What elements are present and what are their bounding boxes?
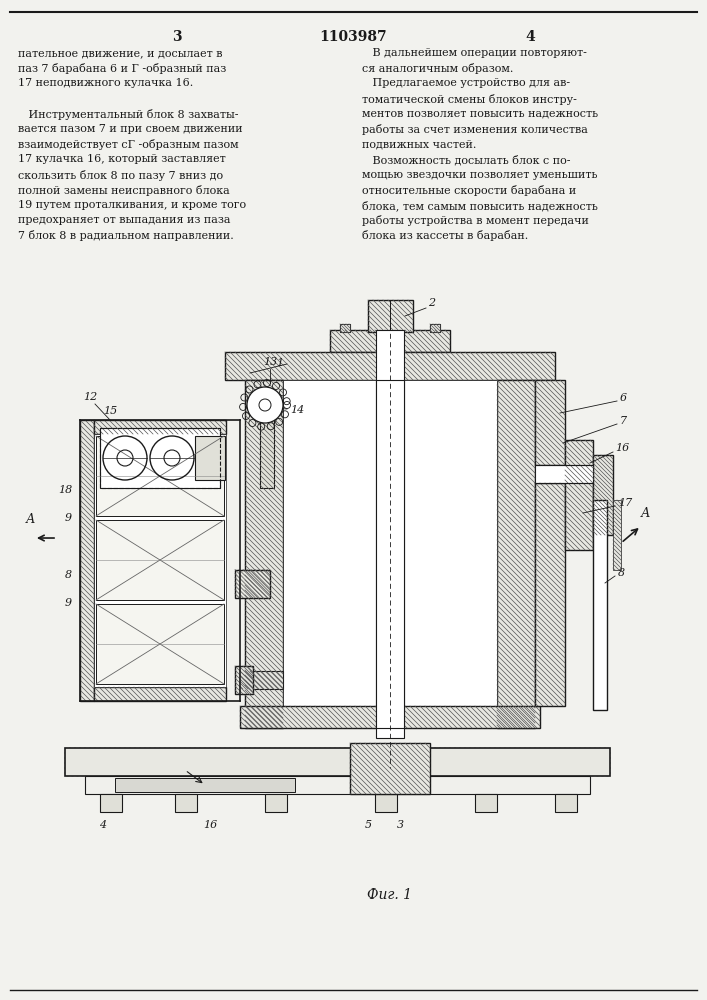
Text: 16: 16 bbox=[203, 820, 217, 830]
Text: работы устройства в момент передачи: работы устройства в момент передачи bbox=[362, 215, 589, 226]
Bar bbox=[350, 743, 430, 794]
Bar bbox=[94, 420, 226, 434]
Bar bbox=[283, 380, 497, 728]
Bar bbox=[96, 436, 224, 516]
Text: 3: 3 bbox=[397, 820, 404, 830]
Bar bbox=[100, 428, 220, 488]
Text: блока, тем самым повысить надежность: блока, тем самым повысить надежность bbox=[362, 200, 598, 211]
Bar bbox=[240, 706, 540, 728]
Text: Фиг. 1: Фиг. 1 bbox=[368, 888, 412, 902]
Text: томатической смены блоков инстру-: томатической смены блоков инстру- bbox=[362, 94, 577, 105]
Text: Инструментальный блок 8 захваты-: Инструментальный блок 8 захваты- bbox=[18, 109, 238, 120]
Bar bbox=[376, 330, 404, 738]
Text: В дальнейшем операции повторяют-: В дальнейшем операции повторяют- bbox=[362, 48, 587, 58]
Text: 17 неподвижного кулачка 16.: 17 неподвижного кулачка 16. bbox=[18, 78, 193, 88]
Bar bbox=[235, 570, 270, 598]
Text: 19 путем проталкивания, и кроме того: 19 путем проталкивания, и кроме того bbox=[18, 200, 246, 210]
Text: взаимодействует сГ -образным пазом: взаимодействует сГ -образным пазом bbox=[18, 139, 239, 150]
Bar bbox=[100, 794, 122, 812]
Text: полной замены неисправного блока: полной замены неисправного блока bbox=[18, 185, 230, 196]
Text: 7 блок 8 в радиальном направлении.: 7 блок 8 в радиальном направлении. bbox=[18, 230, 234, 241]
Bar bbox=[613, 500, 621, 570]
Bar bbox=[235, 666, 253, 694]
Text: 7: 7 bbox=[620, 416, 627, 426]
Text: подвижных частей.: подвижных частей. bbox=[362, 139, 477, 149]
Bar bbox=[535, 483, 565, 706]
Text: 4: 4 bbox=[525, 30, 535, 44]
Text: 9: 9 bbox=[65, 598, 72, 608]
Bar bbox=[565, 440, 593, 550]
Bar bbox=[376, 380, 404, 728]
Text: пательное движение, и досылает в: пательное движение, и досылает в bbox=[18, 48, 223, 58]
Text: 5: 5 bbox=[364, 820, 372, 830]
Text: 6: 6 bbox=[620, 393, 627, 403]
Text: 17: 17 bbox=[618, 498, 632, 508]
Text: предохраняет от выпадания из паза: предохраняет от выпадания из паза bbox=[18, 215, 230, 225]
Text: А: А bbox=[25, 513, 35, 526]
Bar bbox=[260, 405, 274, 488]
Circle shape bbox=[247, 387, 283, 423]
Bar bbox=[430, 324, 440, 332]
Bar bbox=[593, 455, 613, 535]
Bar bbox=[535, 465, 593, 483]
Text: блока из кассеты в барабан.: блока из кассеты в барабан. bbox=[362, 230, 528, 241]
Text: 18: 18 bbox=[58, 485, 72, 495]
Text: паз 7 барабана 6 и Г -образный паз: паз 7 барабана 6 и Г -образный паз bbox=[18, 63, 226, 74]
Text: ментов позволяет повысить надежность: ментов позволяет повысить надежность bbox=[362, 109, 598, 119]
Bar bbox=[80, 420, 94, 701]
Bar bbox=[115, 778, 295, 792]
Bar bbox=[245, 380, 283, 728]
Bar bbox=[340, 324, 350, 332]
Text: Предлагаемое устройство для ав-: Предлагаемое устройство для ав- bbox=[362, 78, 570, 88]
Text: ся аналогичным образом.: ся аналогичным образом. bbox=[362, 63, 513, 74]
Bar bbox=[85, 776, 590, 794]
Text: скользить блок 8 по пазу 7 вниз до: скользить блок 8 по пазу 7 вниз до bbox=[18, 170, 223, 181]
Text: 16: 16 bbox=[615, 443, 629, 453]
Text: 8: 8 bbox=[618, 568, 625, 578]
Text: 14: 14 bbox=[290, 405, 304, 415]
Text: 17 кулачка 16, который заставляет: 17 кулачка 16, который заставляет bbox=[18, 154, 226, 164]
Text: А: А bbox=[641, 507, 650, 520]
Bar bbox=[96, 604, 224, 684]
Bar bbox=[240, 671, 283, 689]
Bar bbox=[535, 380, 565, 465]
Text: 15: 15 bbox=[103, 406, 117, 416]
Bar bbox=[100, 428, 220, 488]
Bar bbox=[96, 520, 224, 600]
Bar bbox=[94, 434, 226, 687]
Text: 12: 12 bbox=[83, 392, 97, 402]
Text: 4: 4 bbox=[100, 820, 107, 830]
Bar bbox=[430, 324, 440, 332]
Text: 8: 8 bbox=[65, 570, 72, 580]
Text: мощью звездочки позволяет уменьшить: мощью звездочки позволяет уменьшить bbox=[362, 170, 597, 180]
Text: 2: 2 bbox=[428, 298, 435, 308]
Bar bbox=[265, 794, 287, 812]
Bar bbox=[475, 794, 497, 812]
Text: 13: 13 bbox=[263, 357, 277, 367]
Bar bbox=[368, 300, 413, 332]
Bar bbox=[375, 794, 397, 812]
Bar bbox=[593, 500, 607, 710]
Bar bbox=[175, 794, 197, 812]
Bar bbox=[195, 436, 225, 480]
Text: 9: 9 bbox=[65, 513, 72, 523]
Bar bbox=[555, 794, 577, 812]
Text: вается пазом 7 и при своем движении: вается пазом 7 и при своем движении bbox=[18, 124, 243, 134]
Bar bbox=[94, 687, 226, 701]
Text: 1: 1 bbox=[276, 358, 284, 368]
Bar bbox=[497, 380, 535, 728]
Text: 1103987: 1103987 bbox=[319, 30, 387, 44]
Text: работы за счет изменения количества: работы за счет изменения количества bbox=[362, 124, 588, 135]
Bar bbox=[340, 324, 350, 332]
Bar bbox=[65, 748, 610, 776]
Text: относительные скорости барабана и: относительные скорости барабана и bbox=[362, 185, 576, 196]
Bar bbox=[225, 352, 555, 380]
Text: Возможность досылать блок с по-: Возможность досылать блок с по- bbox=[362, 154, 571, 165]
Text: 3: 3 bbox=[173, 30, 182, 44]
Bar bbox=[330, 330, 450, 352]
